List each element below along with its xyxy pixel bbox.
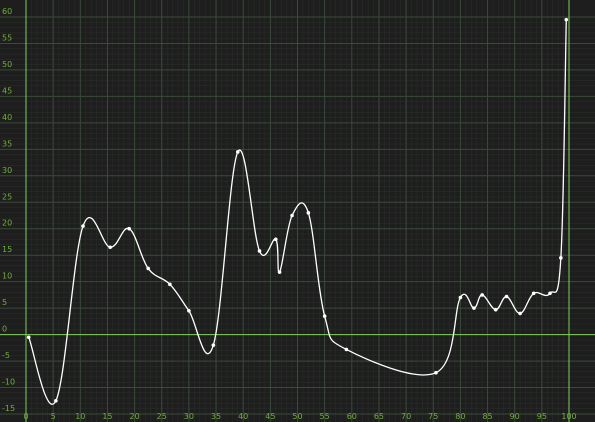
data-point	[531, 291, 536, 296]
x-tick-label: 40	[238, 412, 248, 421]
data-point	[493, 307, 498, 312]
y-tick-label: -5	[2, 351, 10, 360]
x-tick-label: 65	[374, 412, 384, 421]
x-tick-label: 20	[130, 412, 140, 421]
y-tick-label: 0	[2, 325, 7, 334]
y-tick-label: 15	[2, 245, 12, 254]
data-point	[559, 256, 563, 260]
y-tick-label: 50	[2, 60, 12, 69]
y-tick-label: 40	[2, 113, 12, 122]
data-point	[548, 291, 552, 296]
x-tick-label: 35	[211, 412, 221, 421]
data-point	[146, 266, 150, 271]
y-tick-label: -15	[2, 404, 15, 413]
data-point	[344, 347, 349, 352]
data-point	[211, 343, 216, 347]
data-point	[306, 211, 311, 215]
data-point	[257, 249, 262, 253]
y-tick-label: -10	[2, 378, 15, 387]
x-tick-label: 90	[510, 412, 520, 421]
x-tick-label: 25	[157, 412, 167, 421]
x-tick-label: 60	[347, 412, 357, 421]
data-point	[504, 294, 509, 299]
x-tick-label: 50	[292, 412, 302, 421]
data-point	[54, 398, 58, 403]
y-tick-label: 20	[2, 219, 12, 228]
data-point	[187, 308, 191, 313]
x-tick-label: 55	[320, 412, 330, 421]
data-point	[235, 150, 240, 154]
data-point	[273, 237, 278, 242]
data-point	[518, 311, 522, 316]
data-point	[81, 224, 85, 228]
data-point	[127, 226, 131, 231]
data-point	[564, 17, 569, 22]
x-tick-label: 95	[537, 412, 547, 421]
data-point	[322, 314, 327, 318]
data-point	[108, 245, 112, 250]
x-tick-label: 10	[75, 412, 85, 421]
x-tick-label: 30	[184, 412, 194, 421]
x-tick-label: 70	[401, 412, 411, 421]
data-point	[458, 295, 463, 300]
y-tick-label: 60	[2, 7, 12, 16]
y-tick-label: 5	[2, 298, 7, 307]
y-tick-label: 30	[2, 166, 12, 175]
series-group	[26, 17, 569, 405]
x-tick-label: 5	[51, 412, 56, 421]
y-tick-label: 55	[2, 33, 12, 42]
y-tick-label: 25	[2, 192, 12, 201]
x-tick-label: 75	[428, 412, 438, 421]
data-point	[168, 282, 172, 287]
data-point	[277, 270, 282, 274]
x-tick-label: 0	[23, 412, 28, 421]
x-tick-label: 85	[482, 412, 492, 421]
x-tick-label: 100	[561, 412, 576, 421]
data-point	[472, 306, 476, 310]
x-tick-label: 15	[102, 412, 112, 421]
data-point	[290, 213, 294, 218]
x-tick-label: 80	[455, 412, 465, 421]
x-tick-label: 45	[265, 412, 275, 421]
y-tick-label: 10	[2, 272, 12, 281]
data-point	[26, 335, 31, 340]
data-point	[480, 293, 484, 297]
data-point	[434, 370, 438, 375]
y-tick-label: 45	[2, 86, 12, 95]
y-tick-label: 35	[2, 139, 12, 148]
